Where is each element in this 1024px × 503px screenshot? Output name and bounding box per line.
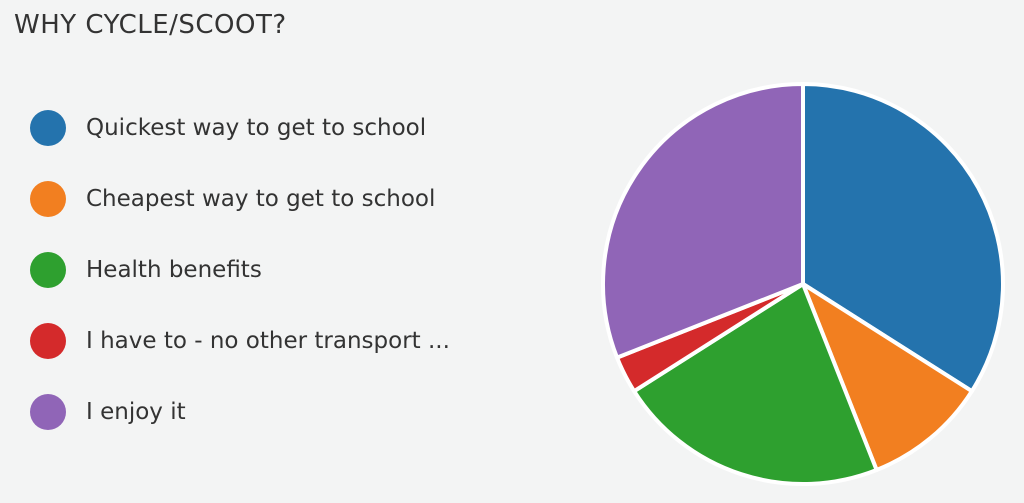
legend-label-no-other-transport: I have to - no other transport ... (86, 328, 450, 354)
legend: Quickest way to get to school Cheapest w… (30, 108, 450, 463)
legend-label-quickest: Quickest way to get to school (86, 115, 427, 141)
pie-slice-enjoy (601, 82, 805, 360)
legend-item-cheapest: Cheapest way to get to school (30, 179, 450, 219)
legend-label-cheapest: Cheapest way to get to school (86, 186, 436, 212)
pie-slice-cheapest (801, 282, 974, 472)
legend-swatch-cheapest (30, 181, 66, 217)
legend-label-health: Health benefits (86, 257, 262, 283)
legend-item-enjoy: I enjoy it (30, 392, 450, 432)
chart-title: WHY CYCLE/SCOOT? (14, 10, 287, 40)
legend-swatch-no-other-transport (30, 323, 66, 359)
legend-item-no-other-transport: I have to - no other transport ... (30, 321, 450, 361)
pie-slice-health (632, 282, 879, 486)
legend-item-quickest: Quickest way to get to school (30, 108, 450, 148)
legend-swatch-health (30, 252, 66, 288)
legend-item-health: Health benefits (30, 250, 450, 290)
legend-label-enjoy: I enjoy it (86, 399, 186, 425)
legend-swatch-quickest (30, 110, 66, 146)
legend-swatch-enjoy (30, 394, 66, 430)
